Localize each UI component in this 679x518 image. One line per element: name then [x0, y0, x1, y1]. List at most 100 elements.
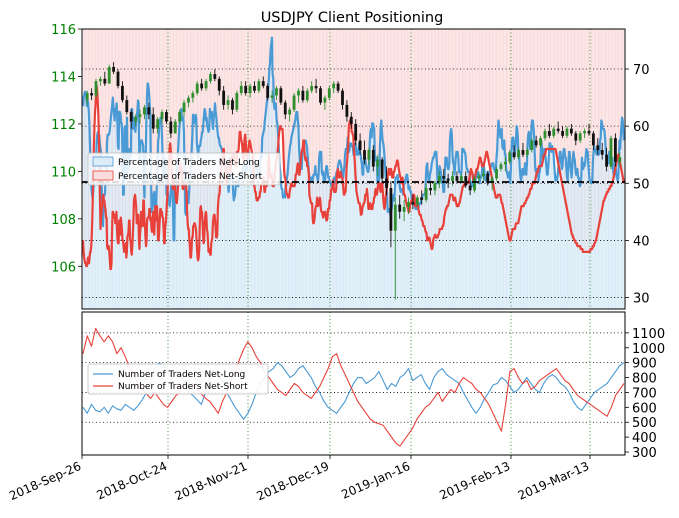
candle: [257, 78, 261, 94]
candle-body: [275, 88, 278, 96]
x-tick-label: 2018-Dec-19: [255, 459, 332, 503]
candle-body: [90, 93, 94, 96]
candle: [354, 119, 358, 146]
candle-body: [323, 97, 327, 103]
legend-label-net-short-count: Number of Traders Net-Short: [118, 382, 248, 392]
candle: [385, 166, 388, 196]
candle-body: [380, 159, 384, 179]
x-tick-label: 2018-Oct-24: [94, 459, 169, 503]
candle: [618, 152, 622, 167]
percent-tick-label: 70: [633, 63, 650, 78]
candle-body: [547, 131, 551, 136]
candle: [486, 171, 490, 186]
candle-body: [495, 169, 498, 179]
candle-body: [363, 150, 366, 160]
candle-body: [424, 187, 428, 200]
candle: [319, 85, 322, 105]
candle-body: [517, 150, 520, 158]
candle: [565, 126, 569, 139]
price-tick-label: 112: [51, 118, 76, 133]
candle: [143, 104, 146, 120]
candle: [451, 171, 454, 186]
candle: [156, 116, 160, 134]
count-tick-label: 800: [632, 372, 657, 387]
candle-body: [591, 133, 595, 146]
percent-axis-ticks: 30 40 50 60 70: [625, 63, 650, 307]
candle: [512, 145, 516, 160]
candle-body: [613, 138, 617, 162]
candle-body: [354, 123, 358, 141]
candle-body: [94, 81, 98, 96]
candle-body: [173, 121, 177, 134]
candle-body: [151, 114, 155, 129]
candle-body: [257, 81, 261, 91]
candle: [239, 81, 243, 96]
candle-body: [327, 88, 331, 98]
candle-body: [213, 74, 217, 79]
candle: [209, 71, 212, 84]
candle: [121, 81, 124, 103]
candle: [213, 69, 217, 82]
candle-body: [191, 93, 195, 98]
x-tick-label: 2019-Jan-16: [339, 459, 412, 502]
candle: [279, 85, 283, 105]
candle: [517, 147, 520, 160]
candle: [591, 131, 595, 151]
candle: [204, 78, 208, 91]
candle: [433, 180, 437, 196]
candle-body: [481, 173, 485, 177]
candle-body: [134, 116, 138, 122]
candle-body: [332, 83, 336, 89]
candle-body: [503, 161, 507, 165]
candle-body: [605, 154, 609, 167]
percent-tick-label: 40: [633, 234, 650, 249]
candle: [376, 154, 380, 177]
count-tick-label: 600: [632, 401, 657, 416]
candle-body: [253, 85, 256, 91]
candle: [266, 83, 270, 101]
candle: [301, 85, 305, 103]
candle: [613, 133, 617, 167]
candle-body: [226, 100, 230, 105]
candle: [363, 140, 366, 165]
candle: [349, 112, 353, 129]
candle-body: [261, 81, 265, 86]
candle-body: [609, 138, 613, 167]
top-panel: 106 108 110 112 114 116 30 40 50 60 70 Percentage…: [51, 23, 650, 310]
candle-body: [182, 102, 186, 113]
candle: [94, 78, 98, 98]
legend-swatch-net-long-pct: [92, 156, 114, 167]
candle: [415, 195, 419, 207]
candle: [495, 166, 498, 181]
candle-body: [371, 150, 375, 167]
candle: [468, 180, 472, 196]
candle: [508, 150, 512, 165]
x-axis-ticks: 2018-Sep-26 2018-Oct-24 2018-Nov-21 2018-De…: [7, 455, 591, 503]
count-tick-label: 700: [632, 386, 657, 401]
candle-body: [459, 176, 463, 181]
candle-body: [543, 131, 547, 139]
candle: [411, 195, 415, 210]
candle: [231, 97, 234, 115]
candle: [244, 81, 248, 96]
candle: [530, 138, 534, 153]
candle: [600, 142, 604, 160]
candle: [341, 88, 344, 110]
legend-swatch-net-short-pct: [92, 170, 114, 181]
candle-body: [468, 185, 472, 191]
candle-body: [112, 66, 116, 72]
candle-body: [292, 95, 296, 110]
candle: [288, 107, 292, 122]
candle: [336, 81, 340, 94]
candle-body: [393, 204, 397, 231]
candle: [283, 100, 287, 120]
candle-body: [437, 176, 441, 184]
percent-tick-label: 60: [633, 120, 650, 135]
candle: [297, 88, 300, 103]
candle-body: [107, 66, 111, 84]
candle-body: [358, 140, 362, 151]
series-net-short-count: [82, 327, 625, 447]
candle-body: [429, 187, 432, 191]
legend-label-net-long-pct: Percentage of Traders Net-Long: [118, 158, 260, 168]
candle: [547, 123, 551, 139]
